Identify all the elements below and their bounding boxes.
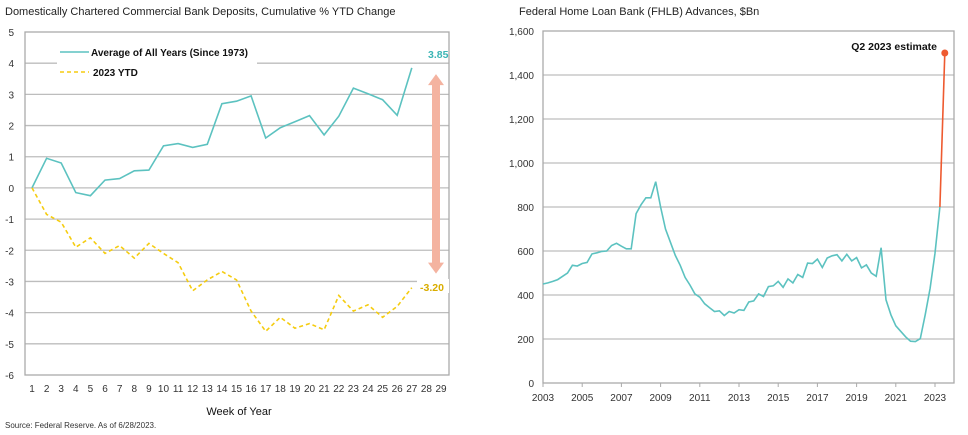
x-tick-label: 25 — [377, 384, 389, 395]
legend-label-average: Average of All Years (Since 1973) — [91, 48, 248, 59]
y-tick-label: 1,200 — [509, 115, 534, 126]
series-line-fhlb-advances — [542, 181, 941, 343]
arrow-shaft — [432, 84, 440, 264]
arrow-head-down — [428, 262, 444, 274]
ytd-end-label: -3.20 — [420, 282, 444, 294]
x-tick-label: 28 — [421, 384, 433, 395]
x-tick-label: 10 — [158, 384, 170, 395]
fhlb-chart-title: Federal Home Loan Bank (FHLB) Advances, … — [519, 6, 759, 18]
x-tick-label: 17 — [260, 384, 272, 395]
deposits-plot-frame — [24, 31, 450, 376]
x-tick-label: 2021 — [885, 393, 908, 404]
legend-background — [57, 41, 257, 81]
y-tick-label: 400 — [517, 291, 534, 302]
y-tick-label: -1 — [5, 215, 14, 226]
x-tick-label: 2003 — [532, 393, 555, 404]
x-tick-label: 2019 — [845, 393, 868, 404]
x-tick-label: 26 — [392, 384, 404, 395]
y-tick-label: 0 — [8, 184, 14, 195]
x-tick-label: 3 — [58, 384, 64, 395]
x-tick-label: 15 — [231, 384, 243, 395]
x-tick-label: 24 — [362, 384, 374, 395]
y-tick-label: 1,400 — [509, 71, 534, 82]
x-tick-label: 2013 — [728, 393, 751, 404]
x-tick-label: 2007 — [610, 393, 633, 404]
legend: Average of All Years (Since 1973) 2023 Y… — [57, 41, 257, 81]
y-tick-label: 3 — [8, 90, 14, 101]
x-tick-label: 16 — [246, 384, 258, 395]
x-tick-label: 2005 — [571, 393, 594, 404]
ytd-label-background — [417, 279, 449, 293]
source-note: Source: Federal Reserve. As of 6/28/2023… — [5, 421, 156, 430]
x-tick-label: 2 — [44, 384, 50, 395]
series-line-2023-ytd — [31, 187, 413, 333]
y-tick-label: 2 — [8, 122, 14, 133]
x-tick-label: 2015 — [767, 393, 790, 404]
deposits-chart: Domestically Chartered Commercial Bank D… — [5, 6, 450, 430]
y-tick-label: -2 — [5, 246, 14, 257]
x-tick-label: 8 — [131, 384, 137, 395]
x-tick-label: 11 — [173, 384, 184, 395]
gap-double-arrow — [428, 74, 444, 274]
x-tick-label: 27 — [406, 384, 418, 395]
legend-label-2023: 2023 YTD — [93, 68, 138, 79]
y-tick-label: 0 — [528, 379, 534, 390]
x-tick-label: 14 — [216, 384, 228, 395]
y-tick-label: 5 — [8, 28, 14, 39]
series-line-estimate — [939, 52, 946, 208]
x-tick-label: 13 — [202, 384, 214, 395]
x-tick-label: 22 — [333, 384, 345, 395]
deposits-chart-title: Domestically Chartered Commercial Bank D… — [5, 6, 395, 18]
y-tick-label: 1,600 — [509, 27, 534, 38]
fhlb-chart: Federal Home Loan Bank (FHLB) Advances, … — [509, 6, 955, 404]
x-tick-label: 29 — [435, 384, 447, 395]
y-tick-label: -5 — [5, 340, 14, 351]
x-tick-label: 18 — [275, 384, 287, 395]
x-tick-label: 20 — [304, 384, 316, 395]
x-tick-label: 2011 — [689, 393, 711, 404]
y-tick-label: 200 — [517, 335, 534, 346]
estimate-label: Q2 2023 estimate — [851, 41, 937, 53]
x-tick-label: 5 — [88, 384, 94, 395]
x-tick-label: 2023 — [924, 393, 947, 404]
x-tick-label: 19 — [289, 384, 301, 395]
x-tick-label: 2009 — [649, 393, 672, 404]
y-tick-label: 1 — [8, 153, 14, 164]
y-tick-label: -6 — [5, 371, 14, 382]
fhlb-plot-frame — [542, 30, 955, 384]
x-tick-label: 21 — [319, 384, 331, 395]
estimate-point — [941, 49, 949, 57]
x-tick-label: 1 — [29, 384, 35, 395]
x-tick-label: 9 — [146, 384, 152, 395]
x-tick-label: 12 — [187, 384, 199, 395]
y-tick-label: -4 — [5, 309, 14, 320]
arrow-head-up — [428, 74, 444, 86]
y-tick-label: 600 — [517, 247, 534, 258]
y-tick-label: -3 — [5, 277, 14, 288]
average-end-label: 3.85 — [428, 49, 449, 61]
x-tick-label: 6 — [102, 384, 108, 395]
x-tick-label: 7 — [117, 384, 123, 395]
y-tick-label: 4 — [8, 59, 14, 70]
x-tick-label: 23 — [348, 384, 360, 395]
x-axis-title: Week of Year — [206, 406, 272, 418]
x-tick-label: 4 — [73, 384, 79, 395]
y-tick-label: 1,000 — [509, 159, 534, 170]
series-line-average — [31, 67, 413, 197]
x-tick-label: 2017 — [806, 393, 829, 404]
y-tick-label: 800 — [517, 203, 534, 214]
